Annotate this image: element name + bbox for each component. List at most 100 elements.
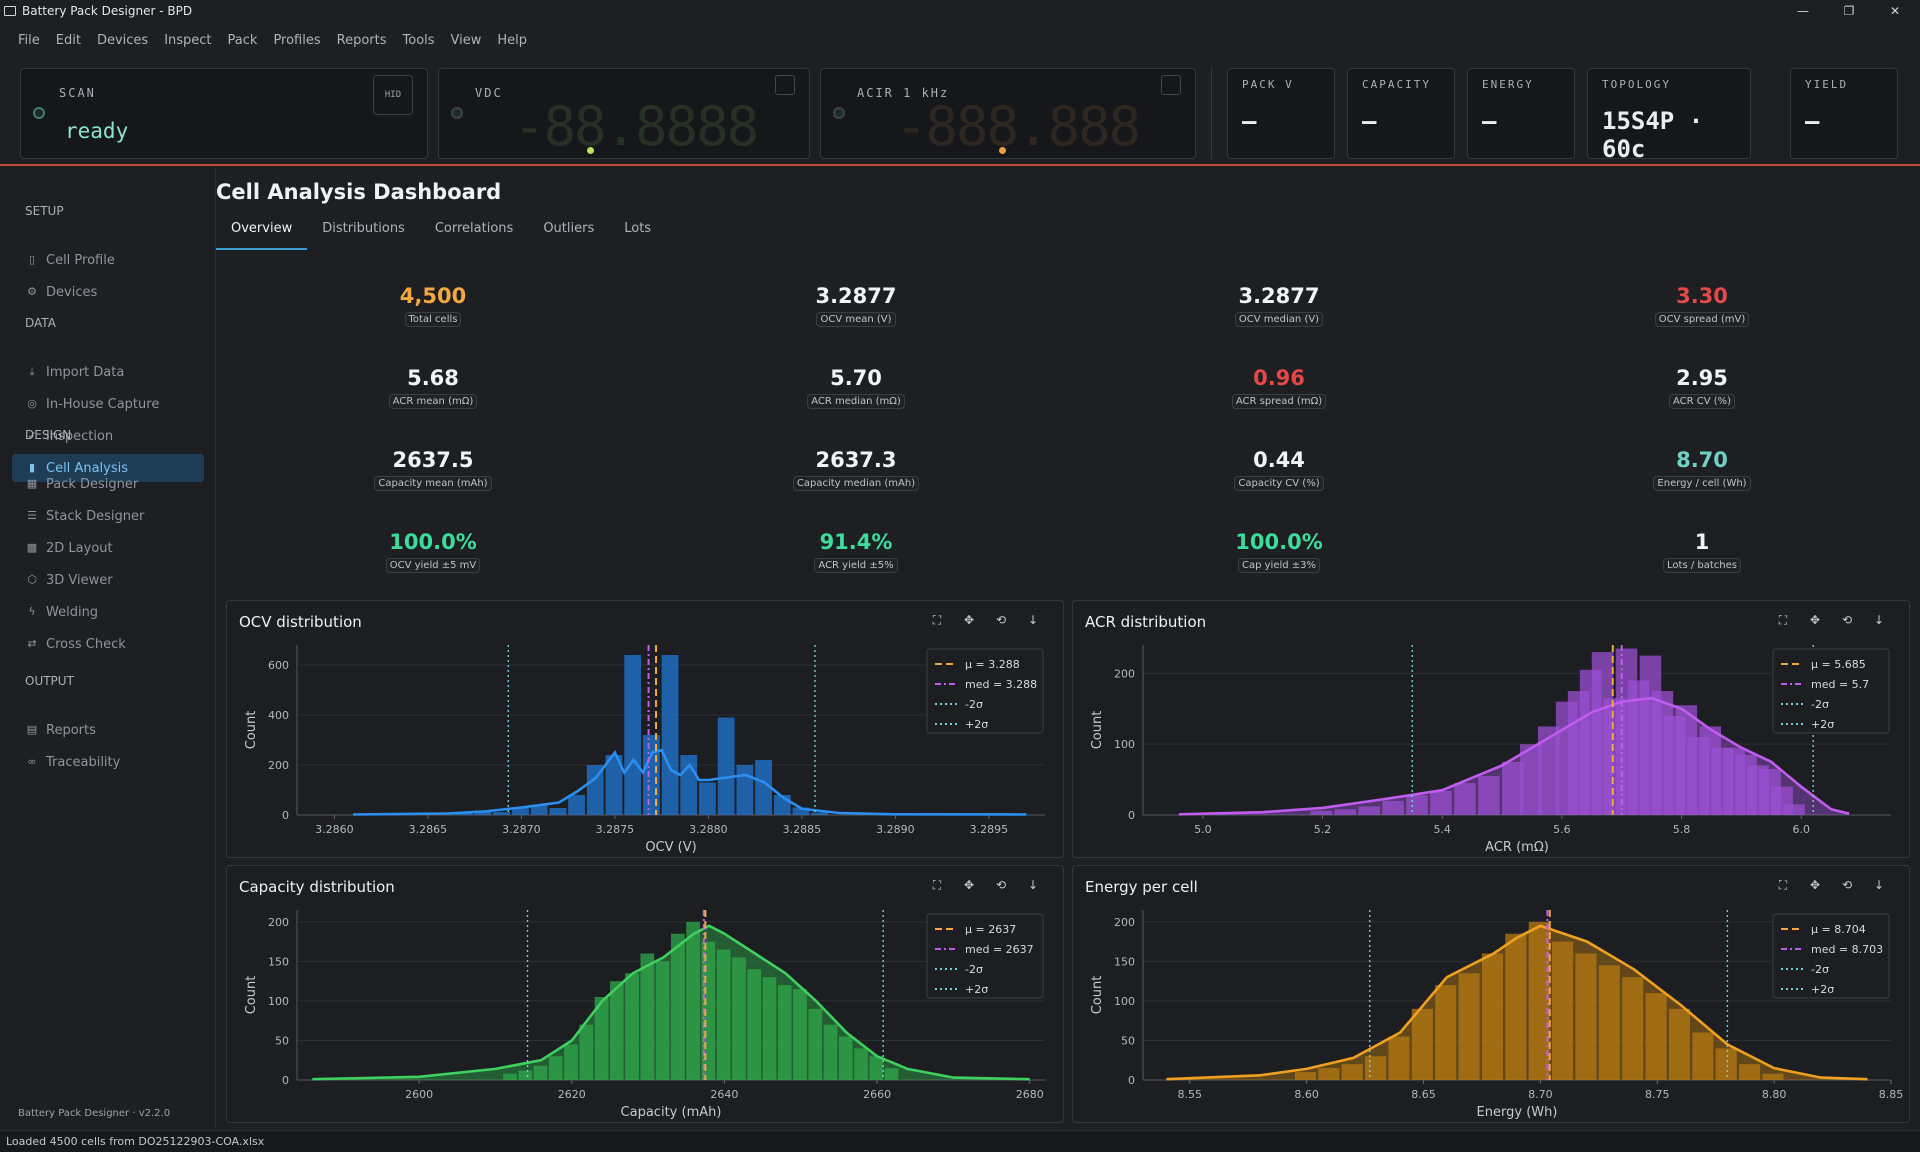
y-tick-label: 600 bbox=[268, 659, 289, 672]
kpi-capacity-mean-mah: 2637.5 Capacity mean (mAh) bbox=[283, 448, 583, 491]
download-icon[interactable]: ↓ bbox=[1027, 613, 1039, 627]
menu-pack[interactable]: Pack bbox=[227, 32, 258, 48]
histogram-bar bbox=[512, 807, 529, 815]
tab-overview[interactable]: Overview bbox=[216, 214, 308, 250]
restore-button[interactable]: ❐ bbox=[1843, 4, 1855, 18]
sidebar-item-3d-viewer[interactable]: ⬡ 3D Viewer bbox=[12, 566, 204, 594]
histogram-bar bbox=[549, 808, 567, 815]
target-icon: ◎ bbox=[27, 397, 37, 410]
histogram-bar bbox=[823, 1024, 838, 1080]
pan-icon[interactable]: ✥ bbox=[1809, 878, 1821, 892]
y-tick-label: 0 bbox=[1128, 1074, 1135, 1087]
kpi-label: ACR median (mΩ) bbox=[807, 394, 905, 409]
menu-reports[interactable]: Reports bbox=[336, 32, 387, 48]
pan-icon[interactable]: ✥ bbox=[1809, 613, 1821, 627]
kpi-value: 2637.5 bbox=[392, 448, 474, 472]
menu-file[interactable]: File bbox=[18, 32, 40, 48]
stack-icon: ☰ bbox=[27, 509, 37, 522]
download-icon[interactable]: ↓ bbox=[1027, 878, 1039, 892]
y-tick-label: 200 bbox=[1114, 916, 1135, 929]
kpi-label: ACR spread (mΩ) bbox=[1231, 394, 1327, 409]
sidebar-item-label: Devices bbox=[46, 284, 98, 300]
hid-button[interactable]: HID bbox=[373, 75, 413, 115]
histogram-bar bbox=[869, 1056, 884, 1080]
histogram-bar bbox=[1575, 953, 1597, 1080]
reset-icon[interactable]: ⟲ bbox=[1841, 878, 1853, 892]
acir-label: ACIR 1 kHz bbox=[857, 86, 950, 100]
sidebar-item-devices[interactable]: ⚙ Devices bbox=[12, 278, 204, 306]
histogram-bar bbox=[793, 989, 807, 1080]
pan-icon[interactable]: ✥ bbox=[963, 878, 975, 892]
legend-entry: med = 2637 bbox=[965, 943, 1034, 956]
kpi-label: ACR yield ±5% bbox=[814, 558, 898, 573]
kpi-value: 2.95 bbox=[1676, 366, 1728, 390]
histogram-bar bbox=[1454, 783, 1476, 815]
sidebar-item-traceability[interactable]: ∞ Traceability bbox=[12, 748, 204, 776]
sidebar-item-cross-check[interactable]: ⇄ Cross Check bbox=[12, 630, 204, 658]
title-bar: Battery Pack Designer - BPD — ❐ ✕ bbox=[0, 0, 1920, 22]
histogram-bar bbox=[1598, 965, 1620, 1080]
histogram-bar bbox=[884, 1068, 899, 1080]
vdc-toggle-checkbox[interactable] bbox=[775, 75, 795, 95]
fullscreen-icon[interactable]: ⛶ bbox=[1778, 878, 1788, 892]
menu-inspect[interactable]: Inspect bbox=[164, 32, 212, 48]
tab-lots[interactable]: Lots bbox=[624, 221, 652, 236]
kpi-total-cells: 4,500 Total cells bbox=[283, 284, 583, 327]
sidebar-item-cell-analysis[interactable]: ▮ Cell Analysis bbox=[12, 454, 204, 482]
bolt-icon: ϟ bbox=[28, 605, 36, 618]
y-tick-label: 50 bbox=[1121, 1034, 1135, 1047]
menu-edit[interactable]: Edit bbox=[55, 32, 81, 48]
sidebar: SETUP ▯ Cell Profile ⚙ Devices DATA ⤓ Import Da… bbox=[0, 168, 216, 1128]
sidebar-item-pack-designer[interactable]: ▦ Pack Designer bbox=[12, 470, 204, 498]
fullscreen-icon[interactable]: ⛶ bbox=[1778, 613, 1788, 627]
sidebar-item-2d-layout[interactable]: ▩ 2D Layout bbox=[12, 534, 204, 562]
app-icon bbox=[4, 6, 16, 16]
reset-icon[interactable]: ⟲ bbox=[1841, 613, 1853, 627]
fullscreen-icon[interactable]: ⛶ bbox=[932, 613, 942, 627]
kpi-acr-cv: 2.95 ACR CV (%) bbox=[1552, 366, 1852, 409]
kpi-label: Energy / cell (Wh) bbox=[1653, 476, 1751, 491]
menu-tools[interactable]: Tools bbox=[402, 32, 435, 48]
close-button[interactable]: ✕ bbox=[1889, 4, 1901, 18]
fullscreen-icon[interactable]: ⛶ bbox=[932, 878, 942, 892]
pan-icon[interactable]: ✥ bbox=[963, 613, 975, 627]
sidebar-item-label: Pack Designer bbox=[46, 476, 139, 492]
menu-profiles[interactable]: Profiles bbox=[273, 32, 321, 48]
sidebar-item-label: Welding bbox=[46, 604, 99, 620]
histogram-bar bbox=[1715, 1048, 1737, 1080]
menu-view[interactable]: View bbox=[450, 32, 482, 48]
sidebar-item-stack-designer[interactable]: ☰ Stack Designer bbox=[12, 502, 204, 530]
acir-toggle-checkbox[interactable] bbox=[1161, 75, 1181, 95]
sidebar-item-inspection[interactable]: ✓ Inspection bbox=[12, 422, 204, 450]
x-axis-label: Energy (Wh) bbox=[1477, 1105, 1558, 1120]
stat-capacity: CAPACITY — bbox=[1347, 68, 1455, 159]
menu-devices[interactable]: Devices bbox=[96, 32, 149, 48]
minimize-button[interactable]: — bbox=[1797, 4, 1809, 18]
menu-help[interactable]: Help bbox=[497, 32, 528, 48]
download-icon[interactable]: ↓ bbox=[1873, 878, 1885, 892]
y-tick-label: 400 bbox=[268, 709, 289, 722]
gear-icon: ⚙ bbox=[27, 285, 37, 298]
download-icon[interactable]: ↓ bbox=[1873, 613, 1885, 627]
sidebar-item-reports[interactable]: ▤ Reports bbox=[12, 716, 204, 744]
kpi-value: 0.96 bbox=[1253, 366, 1305, 390]
kpi-energy-cell-wh: 8.70 Energy / cell (Wh) bbox=[1552, 448, 1852, 491]
sidebar-item-in-house-capture[interactable]: ◎ In-House Capture bbox=[12, 390, 204, 418]
x-tick-label: 5.8 bbox=[1673, 823, 1691, 836]
tab-correlations[interactable]: Correlations bbox=[434, 221, 514, 236]
sidebar-item-import-data[interactable]: ⤓ Import Data bbox=[12, 358, 204, 386]
sidebar-item-cell-profile[interactable]: ▯ Cell Profile bbox=[12, 246, 204, 274]
histogram-bar bbox=[1318, 1068, 1340, 1080]
reset-icon[interactable]: ⟲ bbox=[995, 878, 1007, 892]
y-axis-label: Count bbox=[244, 976, 259, 1015]
tab-outliers[interactable]: Outliers bbox=[543, 221, 595, 236]
histogram-bar bbox=[686, 921, 701, 1080]
histogram-bar bbox=[1622, 977, 1644, 1080]
x-tick-label: 3.2870 bbox=[502, 823, 541, 836]
x-tick-label: 3.2880 bbox=[689, 823, 728, 836]
histogram-bar bbox=[699, 782, 716, 815]
tab-distributions[interactable]: Distributions bbox=[322, 221, 405, 236]
reset-icon[interactable]: ⟲ bbox=[995, 613, 1007, 627]
y-axis-label: Count bbox=[1090, 711, 1105, 750]
sidebar-item-welding[interactable]: ϟ Welding bbox=[12, 598, 204, 626]
